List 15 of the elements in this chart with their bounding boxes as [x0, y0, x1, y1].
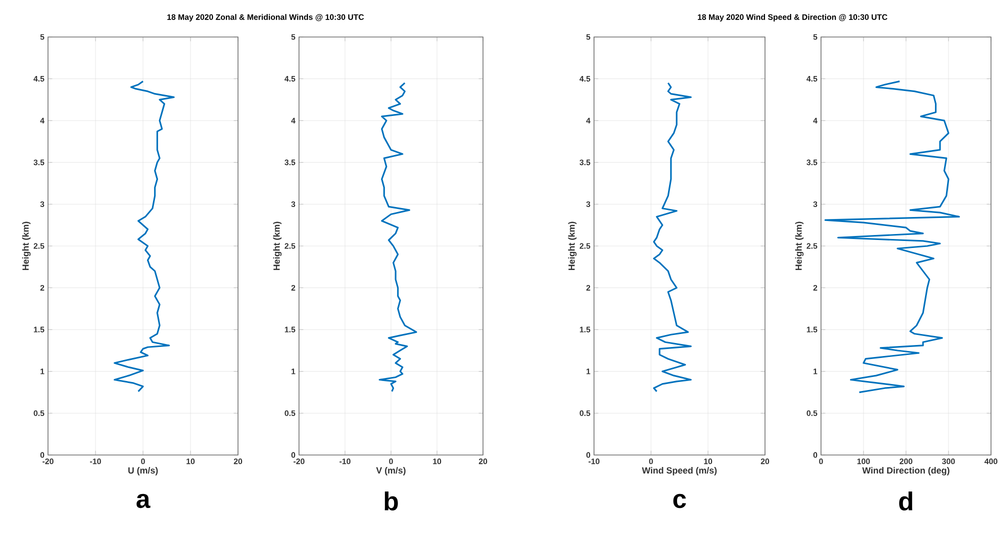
- x-axis-title: U (m/s): [128, 466, 158, 476]
- line-series: [114, 80, 175, 392]
- text: d: [899, 491, 912, 510]
- line-series: [378, 82, 418, 392]
- line-series: [653, 82, 692, 392]
- text: c: [673, 494, 686, 508]
- x-axis-title: V (m/s): [376, 466, 406, 476]
- y-axis-title: Height (km): [22, 222, 31, 270]
- text: a: [136, 494, 150, 508]
- x-axis-title: Wind Direction (deg): [862, 466, 950, 476]
- x-axis-title: Wind Speed (m/s): [642, 466, 717, 476]
- y-axis-title: Height (km): [795, 222, 804, 270]
- y-axis-title: Height (km): [568, 222, 577, 270]
- y-axis-title: Height (km): [273, 222, 282, 270]
- text: b: [384, 491, 398, 510]
